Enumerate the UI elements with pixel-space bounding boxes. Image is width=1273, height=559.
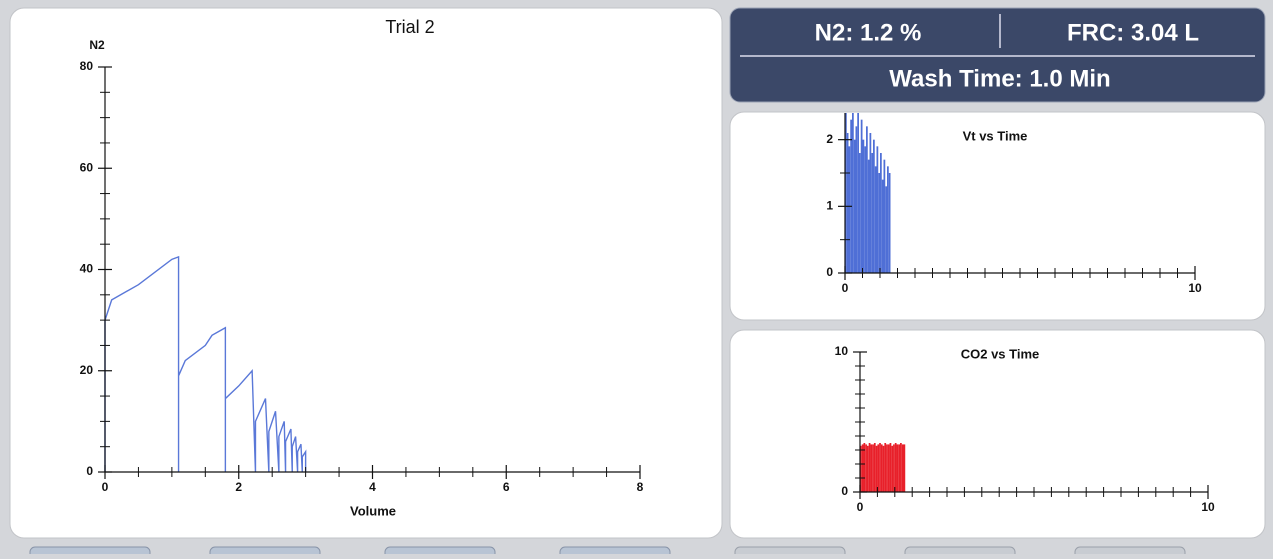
bar <box>866 445 869 492</box>
x-tick-label: 0 <box>857 500 864 514</box>
button[interactable] <box>904 546 1016 559</box>
bar <box>891 445 894 492</box>
bar <box>872 444 874 492</box>
n2-line <box>104 255 307 473</box>
bar <box>898 444 901 492</box>
x-tick-label: 10 <box>1188 281 1202 295</box>
y-axis-label: N2 <box>89 38 105 52</box>
wash-time-readout: Wash Time: 1.0 Min <box>889 65 1110 92</box>
chart-title: CO2 vs Time <box>961 346 1040 361</box>
y-tick-label: 20 <box>80 363 94 377</box>
bar <box>871 153 873 273</box>
bar <box>884 443 887 492</box>
bar <box>857 113 859 273</box>
bar <box>878 173 880 273</box>
y-tick-label: 0 <box>86 464 93 478</box>
y-tick-label: 10 <box>835 344 849 358</box>
bar <box>860 445 862 492</box>
bar <box>875 445 878 492</box>
bar <box>848 146 851 273</box>
x-tick-label: 10 <box>1201 500 1215 514</box>
bar <box>862 139 865 273</box>
x-tick-label: 0 <box>102 480 109 494</box>
header-panel <box>729 7 1266 103</box>
bar <box>863 443 866 492</box>
x-tick-label: 6 <box>503 480 510 494</box>
bar <box>887 166 889 273</box>
x-tick-label: 4 <box>369 480 376 494</box>
button[interactable] <box>29 546 151 559</box>
main-panel <box>9 7 723 539</box>
bar <box>877 444 880 492</box>
bar <box>867 159 870 273</box>
bar <box>880 444 883 492</box>
x-tick-label: 0 <box>842 281 849 295</box>
chart-title: Vt vs Time <box>963 128 1028 143</box>
bar <box>900 443 902 492</box>
bar <box>850 119 852 274</box>
button[interactable] <box>1074 546 1186 559</box>
y-tick-label: 2 <box>826 132 833 146</box>
y-tick-label: 1 <box>826 199 833 213</box>
bar <box>879 443 881 492</box>
button[interactable] <box>559 546 671 559</box>
bar <box>901 444 904 492</box>
button[interactable] <box>209 546 321 559</box>
bar <box>889 443 892 492</box>
chart-title: Trial 2 <box>385 17 434 37</box>
bar <box>896 444 899 492</box>
bar <box>861 444 864 492</box>
bar <box>855 126 858 273</box>
bar <box>865 444 867 492</box>
bar <box>860 119 863 274</box>
bar <box>859 153 861 273</box>
bar <box>893 444 895 492</box>
frc-readout: FRC: 3.04 L <box>1067 19 1199 46</box>
y-tick-label: 60 <box>80 160 94 174</box>
bar <box>845 113 847 273</box>
bar <box>852 113 854 273</box>
bar <box>873 139 875 273</box>
bar <box>853 139 856 273</box>
y-tick-label: 0 <box>826 265 833 279</box>
bar <box>846 133 849 273</box>
bar <box>883 159 886 273</box>
bar <box>870 444 873 492</box>
x-axis-label: Volume <box>350 503 396 518</box>
y-tick-label: 0 <box>841 484 848 498</box>
bar <box>874 166 877 273</box>
y-tick-label: 80 <box>80 59 94 73</box>
bar <box>882 445 885 492</box>
x-tick-label: 8 <box>637 480 644 494</box>
button[interactable] <box>384 546 496 559</box>
bar <box>894 443 897 492</box>
bar <box>873 443 876 492</box>
bar <box>881 179 884 273</box>
bar <box>886 444 888 492</box>
y-tick-label: 40 <box>80 262 94 276</box>
bar <box>880 153 882 273</box>
bar <box>876 146 879 273</box>
bar <box>864 146 866 273</box>
button[interactable] <box>734 546 846 559</box>
bar <box>869 133 872 273</box>
bar <box>868 443 871 492</box>
bar <box>903 444 906 492</box>
bar <box>866 126 868 273</box>
n2-readout: N2: 1.2 % <box>815 19 922 46</box>
x-tick-label: 2 <box>235 480 242 494</box>
bar <box>888 173 891 273</box>
bar <box>885 186 887 273</box>
bar <box>887 444 890 492</box>
